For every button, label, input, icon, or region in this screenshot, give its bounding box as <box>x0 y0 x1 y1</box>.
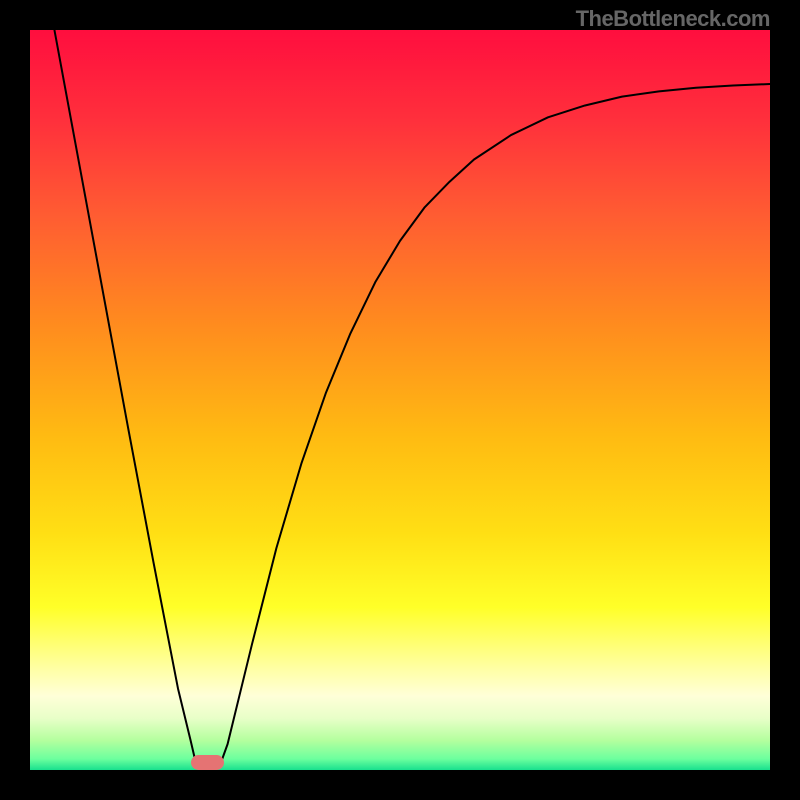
plot-area <box>30 30 770 770</box>
bottleneck-point <box>191 755 224 770</box>
background-gradient <box>30 30 770 770</box>
watermark-text: TheBottleneck.com <box>576 6 770 32</box>
chart-svg <box>30 30 770 770</box>
